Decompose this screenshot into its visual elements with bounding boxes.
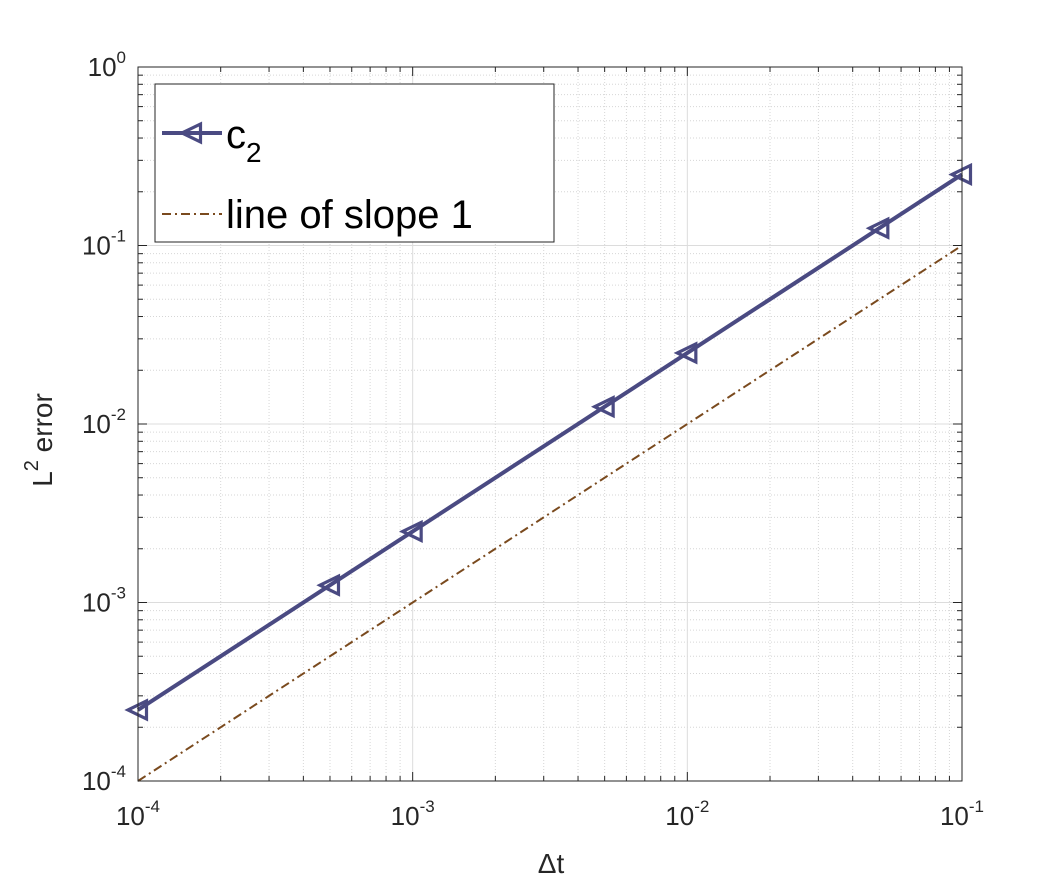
series-marker-c2 xyxy=(399,519,423,544)
series-marker-c2 xyxy=(865,216,890,240)
y-axis-label: L2 error xyxy=(21,393,58,487)
legend-label-c2-base: c xyxy=(226,113,246,157)
y-axis-label-base: L xyxy=(27,471,58,487)
legend-label-c2-subscript: 2 xyxy=(246,137,262,168)
y-axis-label-group: L2 error xyxy=(21,393,58,487)
x-tick-label-base: 10 xyxy=(116,801,145,831)
y-axis-label-rest: error xyxy=(27,393,58,460)
y-tick-label-base: 10 xyxy=(82,766,111,796)
series-line-c2 xyxy=(136,172,964,712)
x-axis-label: Δt xyxy=(538,848,565,879)
x-tick-label-base: 10 xyxy=(391,801,420,831)
x-tick-label: 10-2 xyxy=(665,797,709,831)
series-marker-c2 xyxy=(316,573,341,597)
series-marker-c2 xyxy=(124,698,149,722)
series-marker-c2 xyxy=(673,341,698,365)
y-tick-label-exponent: -1 xyxy=(111,227,126,246)
legend-label-slope-line: line of slope 1 xyxy=(226,193,473,237)
y-axis-label-superscript: 2 xyxy=(21,460,43,471)
legend-box xyxy=(154,83,555,243)
series-line-slope-1 xyxy=(137,244,963,782)
y-tick-label: 10-3 xyxy=(82,584,126,618)
x-tick-label-exponent: -3 xyxy=(420,797,435,816)
ticks xyxy=(137,66,963,782)
x-tick-label: 10-3 xyxy=(391,797,435,831)
y-tick-label-base: 10 xyxy=(82,409,111,439)
series-marker-c2 xyxy=(590,395,615,419)
legend-marker-c2 xyxy=(178,121,203,145)
y-tick-label-exponent: -3 xyxy=(111,584,126,603)
legend-sample-c2 xyxy=(162,121,222,145)
series-layer xyxy=(124,162,973,782)
series-marker-c2 xyxy=(948,162,973,187)
y-tick-label: 10-4 xyxy=(82,762,126,796)
y-tick-label: 100 xyxy=(88,48,126,82)
y-tick-label-exponent: 0 xyxy=(117,48,126,67)
x-tick-label-base: 10 xyxy=(940,801,969,831)
x-tick-label-exponent: -2 xyxy=(694,797,709,816)
x-tick-label-exponent: -1 xyxy=(969,797,984,816)
y-tick-label-base: 10 xyxy=(88,52,117,82)
y-tick-label-base: 10 xyxy=(82,231,111,261)
y-tick-label-exponent: -4 xyxy=(111,762,126,781)
y-tick-label: 10-2 xyxy=(82,405,126,439)
y-tick-label: 10-1 xyxy=(82,227,126,261)
legend-label-c2: c2 xyxy=(226,113,262,168)
legend: c2 line of slope 1 xyxy=(154,83,555,243)
x-tick-label-exponent: -4 xyxy=(145,797,160,816)
x-tick-label-base: 10 xyxy=(665,801,694,831)
x-tick-label: 10-1 xyxy=(940,797,984,831)
y-tick-label-exponent: -2 xyxy=(111,405,126,424)
y-tick-label-base: 10 xyxy=(82,588,111,618)
x-tick-label: 10-4 xyxy=(116,797,160,831)
